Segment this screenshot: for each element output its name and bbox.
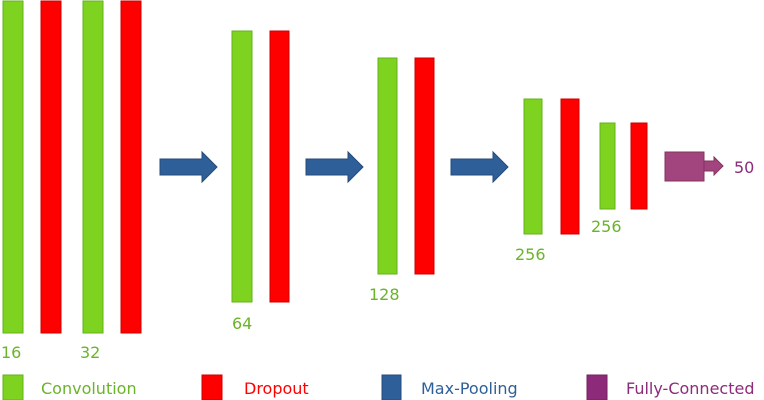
legend-swatch-convolution: [2, 374, 24, 400]
conv-layer-128: [377, 57, 398, 275]
dropout-layer-6: [630, 122, 648, 210]
legend-swatch-max-pooling: [381, 374, 402, 400]
legend-swatch-fully-connected: [586, 374, 608, 400]
legend-label-fully-connected: Fully-Connected: [626, 379, 754, 398]
dropout-layer-3: [269, 30, 290, 303]
legend-label-max-pooling: Max-Pooling: [421, 379, 518, 398]
dropout-layer-1: [40, 0, 62, 334]
legend-label-convolution: Convolution: [41, 379, 137, 398]
conv-layer-32: [82, 0, 104, 334]
label-conv-16: 16: [1, 343, 21, 362]
conv-layer-16: [2, 0, 24, 334]
label-conv-256-a: 256: [515, 245, 546, 264]
fully-connected-box: [664, 151, 705, 182]
max-pooling-arrow-1: [159, 150, 218, 184]
label-conv-128: 128: [369, 285, 400, 304]
label-conv-32: 32: [80, 343, 100, 362]
legend-label-dropout: Dropout: [244, 379, 309, 398]
conv-layer-64: [231, 30, 253, 303]
label-conv-256-b: 256: [591, 217, 622, 236]
dropout-layer-4: [414, 57, 435, 275]
max-pooling-arrow-3: [450, 150, 509, 184]
label-conv-64: 64: [232, 314, 252, 333]
conv-layer-256-b: [599, 122, 616, 210]
label-fully-connected-50: 50: [734, 158, 754, 177]
fully-connected-arrow: [703, 155, 724, 177]
legend: Convolution Dropout Max-Pooling Fully-Co…: [2, 374, 754, 400]
conv-layer-256-a: [523, 98, 543, 235]
dropout-layer-2: [120, 0, 142, 334]
dropout-layer-5: [560, 98, 580, 235]
legend-swatch-dropout: [201, 374, 223, 400]
max-pooling-arrow-2: [305, 150, 364, 184]
